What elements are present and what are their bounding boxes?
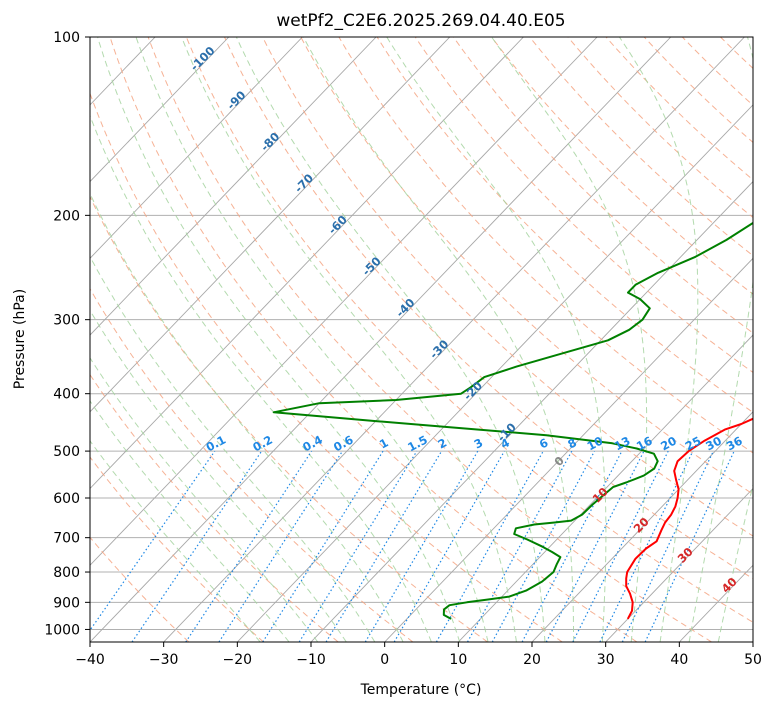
moist-adiabat-line <box>90 440 261 642</box>
x-tick-label: 40 <box>670 652 688 668</box>
axes: −40 −30 −20 −10 0 10 20 30 40 50 100 200 300 400 500 60… <box>44 30 762 668</box>
moist-adiabat-line <box>90 400 290 642</box>
mixing-ratio-line <box>621 450 714 642</box>
mixing-ratio-line <box>262 450 384 642</box>
dry-adiabat-line <box>90 195 488 642</box>
mixing-ratio-line <box>364 450 479 642</box>
x-tick-label: −20 <box>223 652 253 668</box>
mixing-ratio-label: 36 <box>724 434 745 454</box>
y-tick-label: 900 <box>53 595 80 611</box>
y-axis-label: Pressure (hPa) <box>12 289 28 389</box>
mixing-ratio-label: 20 <box>658 434 679 454</box>
isotherm-line <box>384 257 753 642</box>
mixing-ratio-line <box>218 450 343 642</box>
mixing-ratio-line <box>325 450 443 642</box>
mixing-ratio-label: 30 <box>703 434 724 454</box>
mixing-ratio-label: 25 <box>683 434 704 454</box>
moist-adiabat-line <box>717 482 753 642</box>
plot-grid <box>90 37 753 642</box>
moist-adiabat-line <box>90 255 376 642</box>
moist-adiabat-line <box>90 309 347 642</box>
y-tick-label: 700 <box>53 531 80 547</box>
dry-adiabat-line <box>414 37 753 374</box>
mixing-ratio-line <box>131 450 263 642</box>
moist-adiabat-line <box>302 37 575 642</box>
y-tick-label: 600 <box>53 491 80 507</box>
dry-adiabat-line <box>90 456 264 642</box>
y-tick-label: 1000 <box>44 622 80 638</box>
isotherm-line <box>90 37 451 413</box>
plot-frame <box>89 36 754 643</box>
mixing-ratio-line <box>435 450 544 642</box>
y-tick-label: 100 <box>53 30 80 46</box>
y-tick-label: 500 <box>53 444 80 460</box>
moist-adiabat-line <box>90 114 432 642</box>
moist-adiabat-line <box>386 37 607 642</box>
isotherm-line <box>531 411 753 642</box>
x-tick-label: −10 <box>296 652 326 668</box>
dry-adiabat-line <box>147 37 712 642</box>
mixing-ratio-label: 16 <box>634 434 655 454</box>
mixing-ratio-line <box>644 450 735 642</box>
mixing-ratio-line <box>90 450 216 632</box>
moist-adiabat-line <box>135 37 489 642</box>
moist-adiabat-line <box>97 37 461 642</box>
dry-adiabat-line <box>90 373 339 642</box>
dry-adiabat-line <box>109 37 638 642</box>
moist-adiabat-line <box>491 37 648 642</box>
dry-adiabat-line <box>491 37 753 295</box>
dry-adiabat-line <box>90 287 414 642</box>
isotherm-line <box>163 37 745 642</box>
y-tick-label: 800 <box>53 565 80 581</box>
y-tick-label: 200 <box>53 208 80 224</box>
moist-adiabat-line <box>618 37 699 642</box>
mixing-ratio-label: 10 <box>585 434 606 454</box>
x-tick-label: −30 <box>149 652 179 668</box>
dry-adiabat-line <box>452 37 753 334</box>
dry-adiabat-line <box>376 37 753 413</box>
moist-adiabat-line <box>90 357 319 642</box>
moist-adiabat-line <box>688 37 753 642</box>
y-tick-label: 400 <box>53 387 80 403</box>
x-tick-label: 50 <box>744 652 762 668</box>
moist-adiabat-line <box>235 37 546 642</box>
mixing-ratio-line <box>466 450 573 642</box>
x-tick-label: 30 <box>597 652 615 668</box>
x-tick-label: −40 <box>75 652 105 668</box>
isotherm-line <box>90 37 598 566</box>
plot-traces <box>272 221 753 620</box>
isotherm-line <box>90 37 377 336</box>
isotherm-line <box>458 334 753 642</box>
dry-adiabat-line <box>185 37 753 623</box>
isotherm-line <box>605 487 753 642</box>
dry-adiabat-line <box>90 92 563 642</box>
mixing-ratio-line <box>393 450 505 642</box>
isotherm-line <box>90 37 230 183</box>
x-tick-label: 10 <box>449 652 467 668</box>
chart-title: wetPf2_C2E6.2025.269.04.40.E05 <box>276 11 565 31</box>
isotherm-line <box>237 104 753 642</box>
mixing-ratio-label: 13 <box>612 434 633 454</box>
y-tick-label: 300 <box>53 313 80 329</box>
moist-adiabat-line <box>181 37 517 642</box>
isotherm-line <box>90 37 303 259</box>
x-tick-label: 0 <box>380 652 389 668</box>
dewpoint-trace <box>272 221 753 620</box>
isotherm-line <box>90 37 524 490</box>
x-axis-label: Temperature (°C) <box>360 682 482 698</box>
isotherm-line <box>90 37 672 642</box>
x-tick-label: 20 <box>523 652 541 668</box>
temperature-trace <box>625 417 753 620</box>
mixing-ratio-line <box>298 450 418 642</box>
